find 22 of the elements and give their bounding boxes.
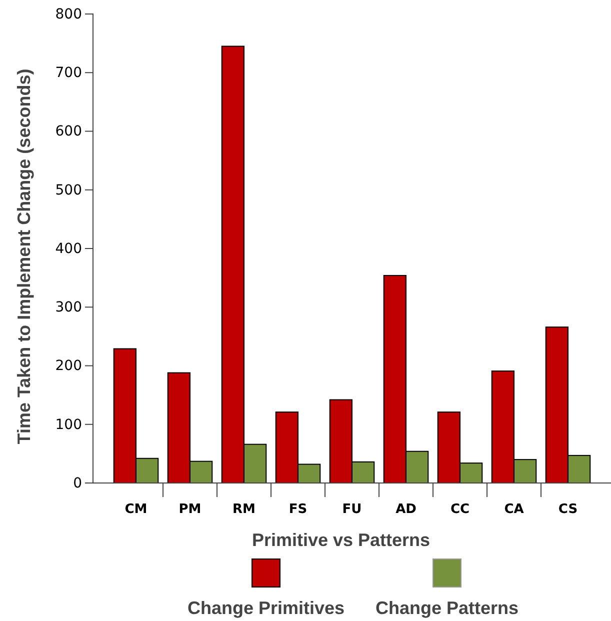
x-tick-label: CM <box>124 502 148 518</box>
y-tick-label: 100 <box>55 416 82 433</box>
y-tick-label: 400 <box>55 240 82 257</box>
y-axis-title: Time Taken to Implement Change (seconds) <box>14 68 34 444</box>
y-tick-label: 600 <box>55 124 82 140</box>
y-tick-label: 500 <box>55 182 82 198</box>
x-tick-label: CS <box>558 502 578 518</box>
legend-label: Change Primitives <box>187 598 345 618</box>
x-tick-label: FS <box>288 502 308 518</box>
y-tick-label: 0 <box>73 475 82 492</box>
x-axis-title: Primitive vs Patterns <box>252 530 430 550</box>
y-tick-label: 700 <box>55 65 82 82</box>
x-tick-label: CC <box>450 502 470 518</box>
x-tick-label: PM <box>178 502 202 518</box>
y-tick-label: 800 <box>55 6 82 22</box>
y-tick-label: 200 <box>55 358 82 374</box>
x-tick-label: FU <box>342 502 362 518</box>
x-tick-label: AD <box>396 502 417 518</box>
x-tick-label: CA <box>504 502 524 518</box>
legend-label: Change Patterns <box>375 598 519 618</box>
y-tick-label: 300 <box>55 300 82 316</box>
x-tick-label: RM <box>232 502 256 518</box>
